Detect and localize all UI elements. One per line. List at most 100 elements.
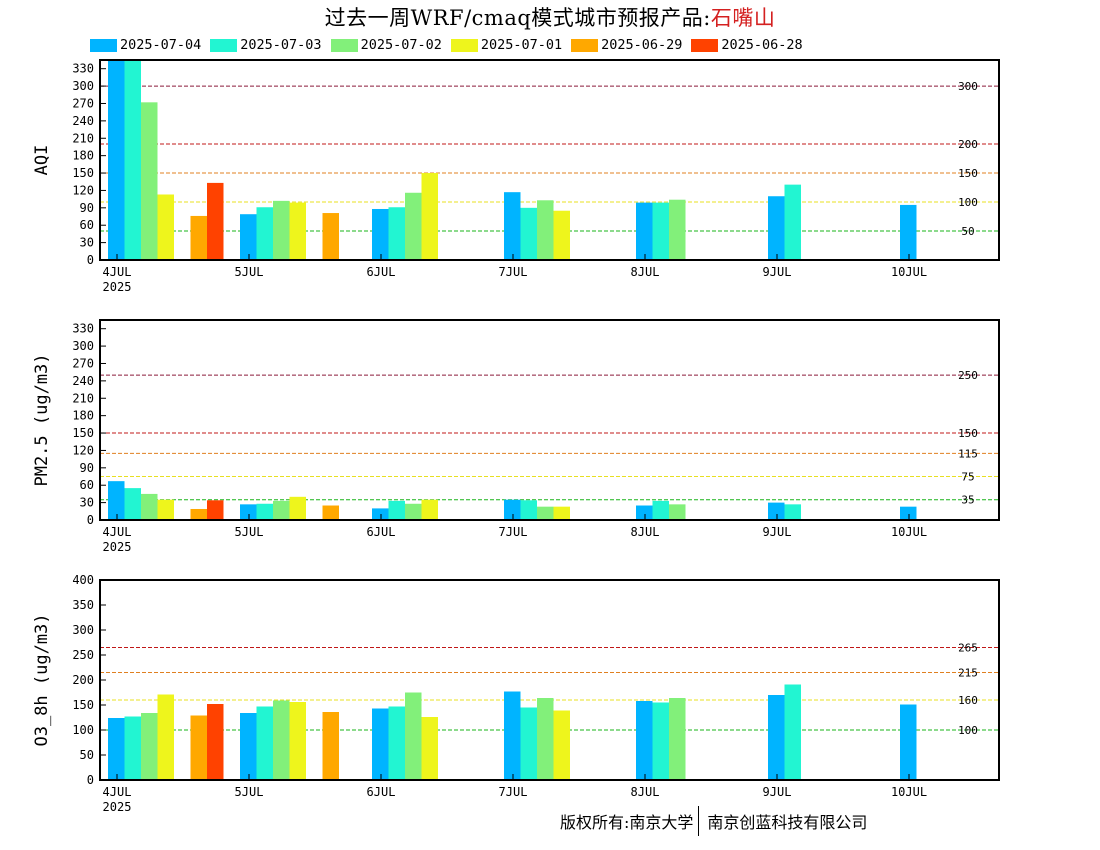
y-tick-label: 90 xyxy=(80,201,94,215)
legend-item: 2025-06-29 xyxy=(571,37,682,53)
y-tick-label: 0 xyxy=(87,513,94,527)
legend-label: 2025-07-01 xyxy=(480,37,563,53)
y-tick-label: 300 xyxy=(72,79,94,93)
bar xyxy=(636,701,653,780)
bar xyxy=(190,215,207,260)
threshold-label: 150 xyxy=(958,167,978,180)
bar xyxy=(372,508,389,520)
bar xyxy=(537,506,554,520)
chart-panel: 300 200 150 100 50 0 30 60 90 120 150 180 210 240 270 3… xyxy=(32,59,1000,294)
bar xyxy=(141,102,158,260)
x-tick-label: 4JUL xyxy=(103,525,132,539)
bar xyxy=(900,204,917,260)
y-axis-label: PM2.5 (ug/m3) xyxy=(32,353,52,486)
y-tick-label: 90 xyxy=(80,461,94,475)
bar xyxy=(784,684,801,780)
plot-frame xyxy=(99,59,1000,261)
y-tick-label: 330 xyxy=(72,62,94,76)
legend-swatch xyxy=(210,38,238,52)
bar xyxy=(372,208,389,260)
threshold-label: 300 xyxy=(958,80,978,93)
bar xyxy=(322,712,339,780)
x-tick-label: 7JUL xyxy=(499,265,528,279)
bar xyxy=(669,504,686,520)
x-year-label: 2025 xyxy=(103,800,132,814)
bar xyxy=(240,713,257,780)
legend-label: 2025-07-03 xyxy=(240,37,322,53)
y-tick-label: 0 xyxy=(87,253,94,267)
bar xyxy=(652,702,669,780)
y-tick-label: 60 xyxy=(80,218,94,232)
x-tick-label: 9JUL xyxy=(763,265,792,279)
bar xyxy=(784,184,801,260)
bar xyxy=(372,708,389,780)
y-tick-label: 270 xyxy=(72,356,94,370)
threshold-label: 35 xyxy=(961,494,974,507)
bar xyxy=(240,504,257,520)
x-tick-label: 9JUL xyxy=(763,525,792,539)
bar xyxy=(256,503,273,520)
x-tick-label: 7JUL xyxy=(499,525,528,539)
y-tick-label: 240 xyxy=(72,374,94,388)
y-tick-label: 30 xyxy=(80,236,94,250)
bar xyxy=(537,200,554,260)
title-station: 石嘴山 xyxy=(710,6,776,30)
bar xyxy=(636,202,653,260)
bar xyxy=(240,214,257,260)
legend-label: 2025-07-04 xyxy=(120,37,202,53)
x-tick-label: 10JUL xyxy=(891,525,927,539)
x-tick-label: 6JUL xyxy=(367,525,396,539)
bar xyxy=(207,182,224,260)
bar xyxy=(124,488,141,520)
bar xyxy=(405,503,422,520)
bar xyxy=(768,695,785,780)
y-tick-label: 350 xyxy=(72,598,94,612)
legend-label: 2025-07-02 xyxy=(360,37,442,53)
y-tick-label: 180 xyxy=(72,149,94,163)
bar xyxy=(405,692,422,780)
threshold-label: 265 xyxy=(958,642,978,655)
legend-item: 2025-06-28 xyxy=(691,37,803,53)
x-tick-label: 5JUL xyxy=(235,265,264,279)
threshold-label: 200 xyxy=(958,138,978,151)
y-tick-label: 250 xyxy=(72,648,94,662)
bar xyxy=(289,702,306,780)
y-tick-label: 200 xyxy=(72,673,94,687)
bar xyxy=(289,202,306,260)
threshold-label: 100 xyxy=(958,724,978,737)
x-tick-label: 6JUL xyxy=(367,265,396,279)
legend-label: 2025-06-29 xyxy=(601,37,683,53)
bar xyxy=(108,60,125,260)
bar xyxy=(537,698,554,780)
bar xyxy=(256,706,273,780)
bar xyxy=(636,505,653,520)
bar xyxy=(421,717,438,780)
bar xyxy=(273,700,290,780)
legend-swatch xyxy=(330,38,358,52)
legend-swatch xyxy=(90,38,117,52)
bar xyxy=(388,500,405,520)
bar xyxy=(421,499,438,520)
bar xyxy=(405,192,422,260)
bar xyxy=(504,499,521,520)
threshold-label: 50 xyxy=(961,225,974,238)
y-tick-label: 30 xyxy=(80,496,94,510)
bar xyxy=(256,207,273,260)
legend-item: 2025-07-03 xyxy=(210,37,322,53)
bar xyxy=(652,500,669,520)
y-tick-label: 150 xyxy=(72,698,94,712)
legend-swatch xyxy=(571,38,599,52)
bar xyxy=(289,496,306,520)
threshold-label: 215 xyxy=(958,667,978,680)
bar xyxy=(768,502,785,520)
y-tick-label: 240 xyxy=(72,114,94,128)
x-tick-label: 9JUL xyxy=(763,785,792,799)
threshold-label: 160 xyxy=(958,694,978,707)
bar xyxy=(553,506,570,520)
chart-title: 过去一周WRF/cmaq模式城市预报产品:石嘴山 xyxy=(0,2,1100,32)
threshold-label: 250 xyxy=(958,369,978,382)
bar xyxy=(157,499,174,520)
bar xyxy=(124,60,141,260)
threshold-label: 115 xyxy=(958,447,978,460)
